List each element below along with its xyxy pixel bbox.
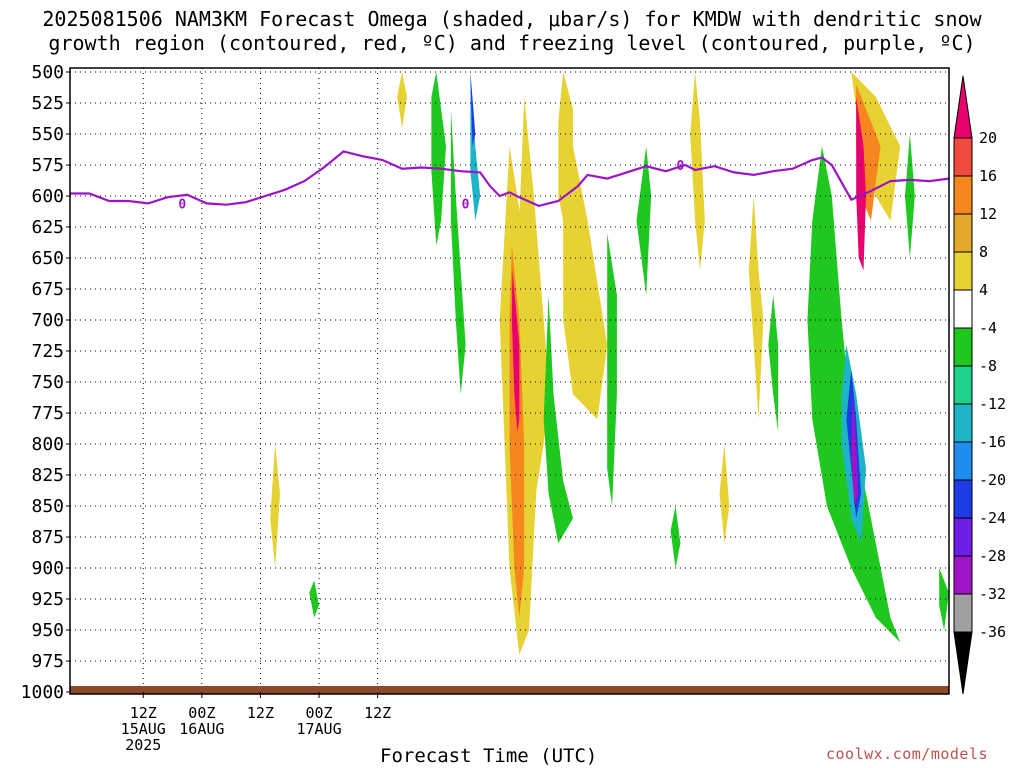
x-axis-label: Forecast Time (UTC) xyxy=(380,745,598,767)
colorbar-swatch-4 xyxy=(953,251,973,291)
plot-frame xyxy=(69,67,950,695)
colorbar-label--20: -20 xyxy=(979,471,1006,489)
ytick-label-1000: 1000 xyxy=(21,682,64,703)
omega-region-15 xyxy=(748,196,764,420)
xtick-label-3-1: 17AUG xyxy=(296,720,341,738)
colorbar-label-16: 16 xyxy=(979,167,997,185)
colorbar-bottom-arrow xyxy=(953,631,973,695)
xtick-label-3-0: 00Z xyxy=(306,704,333,722)
ytick-label-525: 525 xyxy=(31,93,64,114)
omega-region-12 xyxy=(607,233,617,506)
colorbar-label--12: -12 xyxy=(979,395,1006,413)
colorbar-swatch-3 xyxy=(953,213,973,253)
ytick-label-775: 775 xyxy=(31,403,64,424)
omega-region-26 xyxy=(309,580,319,618)
colorbar-label-20: 20 xyxy=(979,129,997,147)
colorbar-label--32: -32 xyxy=(979,585,1006,603)
freezing-level-label-0: 0 xyxy=(178,197,186,212)
freezing-level-label-1: 0 xyxy=(462,197,470,212)
omega-region-2 xyxy=(431,72,446,246)
chart-title-line2: growth region (contoured, red, ºC) and f… xyxy=(48,31,976,55)
colorbar-swatch-1 xyxy=(953,137,973,177)
omega-region-1 xyxy=(519,96,549,507)
omega-region-0 xyxy=(397,72,407,128)
ytick-label-500: 500 xyxy=(31,62,64,83)
ytick-label-925: 925 xyxy=(31,589,64,610)
surface-terrain xyxy=(70,686,949,694)
colorbar-label--8: -8 xyxy=(979,357,997,375)
omega-region-27 xyxy=(719,444,730,544)
colorbar: 20 16 12 8 4 -4 -8 -12 -16 -20 -24 -28 -32 -36 xyxy=(953,75,1006,695)
omega-region-3 xyxy=(450,109,466,395)
omega-region-9 xyxy=(543,295,573,544)
omega-region-4 xyxy=(470,72,481,221)
ytick-label-625: 625 xyxy=(31,217,64,238)
colorbar-label-4: 4 xyxy=(979,281,988,299)
colorbar-label-12: 12 xyxy=(979,205,997,223)
ytick-label-750: 750 xyxy=(31,372,64,393)
xtick-label-0-0: 12Z xyxy=(130,704,157,722)
colorbar-swatch-10 xyxy=(953,479,973,519)
colorbar-swatch-11 xyxy=(953,517,973,557)
omega-region-23 xyxy=(856,96,866,271)
ytick-label-725: 725 xyxy=(31,341,64,362)
ytick-label-650: 650 xyxy=(31,248,64,269)
xtick-label-0-1: 15AUG xyxy=(121,720,166,738)
ytick-label-575: 575 xyxy=(31,155,64,176)
ytick-label-825: 825 xyxy=(31,465,64,486)
freezing-level-labels: 0 0 0 xyxy=(178,159,684,212)
ytick-label-875: 875 xyxy=(31,527,64,548)
colorbar-swatch-6 xyxy=(953,327,973,367)
chart-title-line1: 2025081506 NAM3KM Forecast Omega (shaded… xyxy=(42,7,982,31)
colorbar-swatch-12 xyxy=(953,555,973,595)
omega-region-14 xyxy=(690,72,705,271)
colorbar-label--16: -16 xyxy=(979,433,1006,451)
colorbar-top-arrow xyxy=(953,75,973,139)
omega-shading-layer xyxy=(270,72,949,655)
ytick-label-950: 950 xyxy=(31,620,64,641)
omega-region-17 xyxy=(807,146,901,643)
omega-region-29 xyxy=(939,568,949,630)
ytick-label-850: 850 xyxy=(31,496,64,517)
colorbar-label--36: -36 xyxy=(979,623,1006,641)
xtick-label-1-1: 16AUG xyxy=(179,720,224,738)
ytick-label-600: 600 xyxy=(31,186,64,207)
colorbar-swatch-9 xyxy=(953,441,973,481)
freezing-level-label-2: 0 xyxy=(677,159,685,174)
omega-region-11 xyxy=(563,146,608,420)
omega-region-16 xyxy=(768,295,779,432)
ytick-label-975: 975 xyxy=(31,651,64,672)
colorbar-label-8: 8 xyxy=(979,243,988,261)
ytick-label-800: 800 xyxy=(31,434,64,455)
xtick-label-0-2: 2025 xyxy=(125,736,161,754)
site-credit: coolwx.com/models xyxy=(826,745,989,763)
colorbar-label--28: -28 xyxy=(979,547,1006,565)
xtick-label-1-0: 00Z xyxy=(188,704,215,722)
ytick-label-700: 700 xyxy=(31,310,64,331)
colorbar-swatch-13 xyxy=(953,593,973,633)
colorbar-swatch-2 xyxy=(953,175,973,215)
omega-region-13 xyxy=(636,146,652,296)
omega-region-5 xyxy=(470,72,476,147)
ytick-label-675: 675 xyxy=(31,279,64,300)
colorbar-swatch-5 xyxy=(953,289,973,329)
colorbar-label--24: -24 xyxy=(979,509,1006,527)
y-axis-ticks: 500 525 550 575 600 625 650 675 700 725 750 775 800 8… xyxy=(21,62,70,703)
ytick-label-550: 550 xyxy=(31,124,64,145)
colorbar-swatch-8 xyxy=(953,403,973,443)
xtick-label-4-0: 12Z xyxy=(364,704,391,722)
colorbar-label--4: -4 xyxy=(979,319,997,337)
omega-region-20 xyxy=(851,394,859,506)
grid-layer xyxy=(70,68,949,693)
omega-region-24 xyxy=(905,134,915,258)
colorbar-swatch-7 xyxy=(953,365,973,405)
freezing-level-contour xyxy=(70,150,950,208)
ytick-label-900: 900 xyxy=(31,558,64,579)
xtick-label-2-0: 12Z xyxy=(247,704,274,722)
